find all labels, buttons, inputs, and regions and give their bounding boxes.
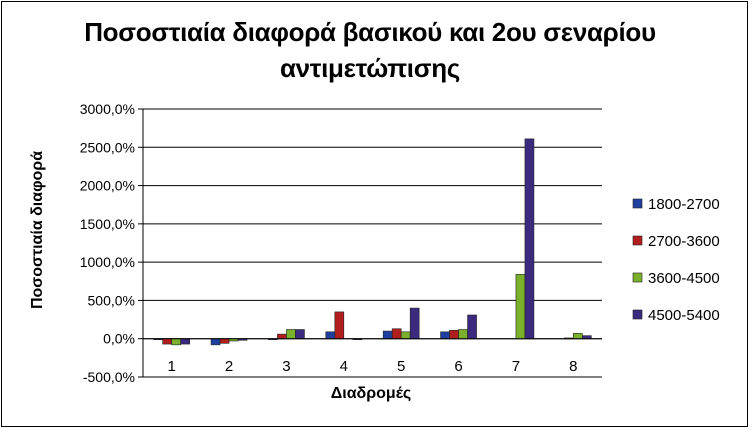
x-tick-label: 3 bbox=[282, 358, 290, 375]
bar-4500-5400-cat-5 bbox=[409, 307, 420, 340]
legend-swatch bbox=[632, 272, 643, 283]
bar-4500-5400-cat-3 bbox=[295, 329, 305, 340]
bar-3600-4500-cat-6 bbox=[458, 329, 468, 340]
bar-4500-5400-cat-7 bbox=[524, 138, 535, 340]
bar-2700-3600-cat-4 bbox=[334, 311, 345, 340]
legend-swatch bbox=[632, 235, 643, 246]
x-tick-label: 2 bbox=[225, 358, 233, 375]
bar-1800-2700-cat-5 bbox=[382, 330, 393, 340]
chart-title-line1: Ποσοστιαία διαφορά βασικού και 2ου σεναρ… bbox=[84, 17, 656, 47]
y-tick-label: 1000,0% bbox=[80, 254, 135, 270]
y-tick-label: -500,0% bbox=[83, 369, 135, 385]
chart-title-line2: αντιμετώπισης bbox=[279, 53, 461, 83]
bar-2700-3600-cat-5 bbox=[391, 328, 402, 340]
legend-swatch bbox=[632, 198, 643, 209]
y-axis-label: Ποσοστιαία διαφορά bbox=[29, 151, 46, 309]
y-tick-labels: 3000,0% 2500,0% 2000,0% 1500,0% 1000,0% 500,0… bbox=[80, 101, 135, 385]
x-axis-label: Διαδρομές bbox=[331, 385, 411, 402]
bar-3600-4500-cat-5 bbox=[400, 331, 411, 340]
bar-3600-4500-cat-1 bbox=[171, 338, 181, 346]
bar-1800-2700-cat-4 bbox=[325, 331, 336, 340]
bar-1800-2700-cat-6 bbox=[440, 331, 450, 340]
bar-1800-2700-cat-2 bbox=[210, 338, 221, 346]
x-tick-label: 8 bbox=[569, 358, 577, 375]
legend-swatch bbox=[632, 309, 643, 320]
x-tick-labels: 1 2 3 4 5 6 7 8 bbox=[168, 358, 578, 375]
bar-3600-4500-cat-7 bbox=[515, 274, 526, 340]
legend-label: 2700-3600 bbox=[648, 233, 720, 250]
legend-label: 4500-5400 bbox=[648, 307, 720, 324]
legend-label: 1800-2700 bbox=[648, 196, 720, 213]
bar-2700-3600-cat-1 bbox=[162, 338, 172, 345]
y-tick-label: 2500,0% bbox=[80, 139, 135, 155]
y-tick-label: 1500,0% bbox=[80, 216, 135, 232]
bar-4500-5400-cat-6 bbox=[467, 314, 477, 340]
bar-2700-3600-cat-6 bbox=[449, 329, 459, 340]
legend-label: 3600-4500 bbox=[648, 270, 720, 287]
x-tick-label: 7 bbox=[512, 358, 520, 375]
y-tick-label: 3000,0% bbox=[80, 101, 135, 117]
bar-4500-5400-cat-1 bbox=[180, 338, 190, 345]
x-tick-label: 5 bbox=[397, 358, 405, 375]
y-tick-label: 2000,0% bbox=[80, 178, 135, 194]
bar-3600-4500-cat-3 bbox=[286, 329, 296, 340]
y-tick-label: 0,0% bbox=[103, 331, 135, 347]
bar-2700-3600-cat-2 bbox=[219, 338, 230, 344]
bar-2700-3600-cat-3 bbox=[277, 333, 287, 340]
x-tick-label: 1 bbox=[168, 358, 176, 375]
y-tick-label: 500,0% bbox=[88, 292, 135, 308]
bars bbox=[143, 138, 602, 346]
bar-3600-4500-cat-8 bbox=[573, 333, 583, 340]
chart-title: Ποσοστιαία διαφορά βασικού και 2ου σεναρ… bbox=[60, 14, 680, 86]
x-tick-label: 4 bbox=[340, 358, 348, 375]
x-tick-label: 6 bbox=[454, 358, 462, 375]
legend: 1800-2700 2700-3600 3600-4500 4500-5400 bbox=[632, 196, 720, 324]
